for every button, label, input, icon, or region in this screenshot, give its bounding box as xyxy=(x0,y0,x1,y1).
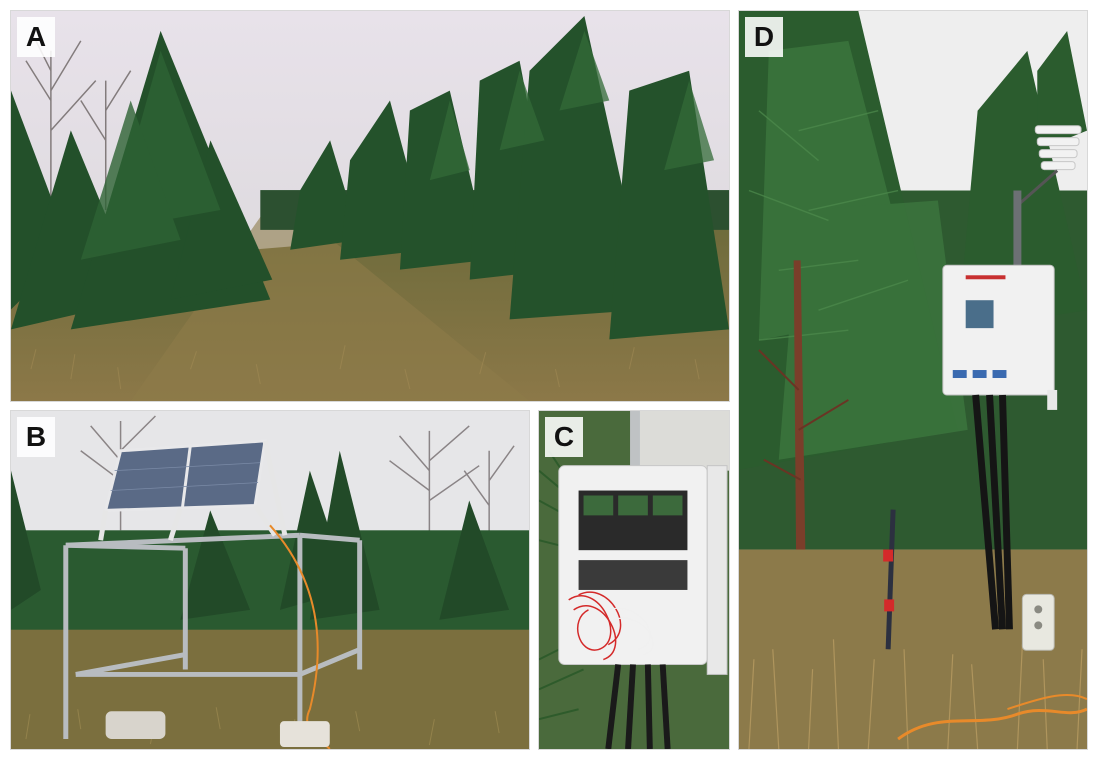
weather-station-photo xyxy=(739,11,1087,749)
panel-label-d: D xyxy=(745,17,783,57)
panel-label-a: A xyxy=(17,17,55,57)
solar-frame-photo xyxy=(11,411,529,749)
panel-label-b: B xyxy=(17,417,55,457)
photo-panel-c: C xyxy=(538,410,730,750)
photo-panel-b: B xyxy=(10,410,530,750)
plantation-rows-photo xyxy=(11,11,729,401)
datalogger-enclosure-photo xyxy=(539,411,729,749)
photo-panel-d: D xyxy=(738,10,1088,750)
photo-panel-a: A xyxy=(10,10,730,402)
panel-label-c: C xyxy=(545,417,583,457)
